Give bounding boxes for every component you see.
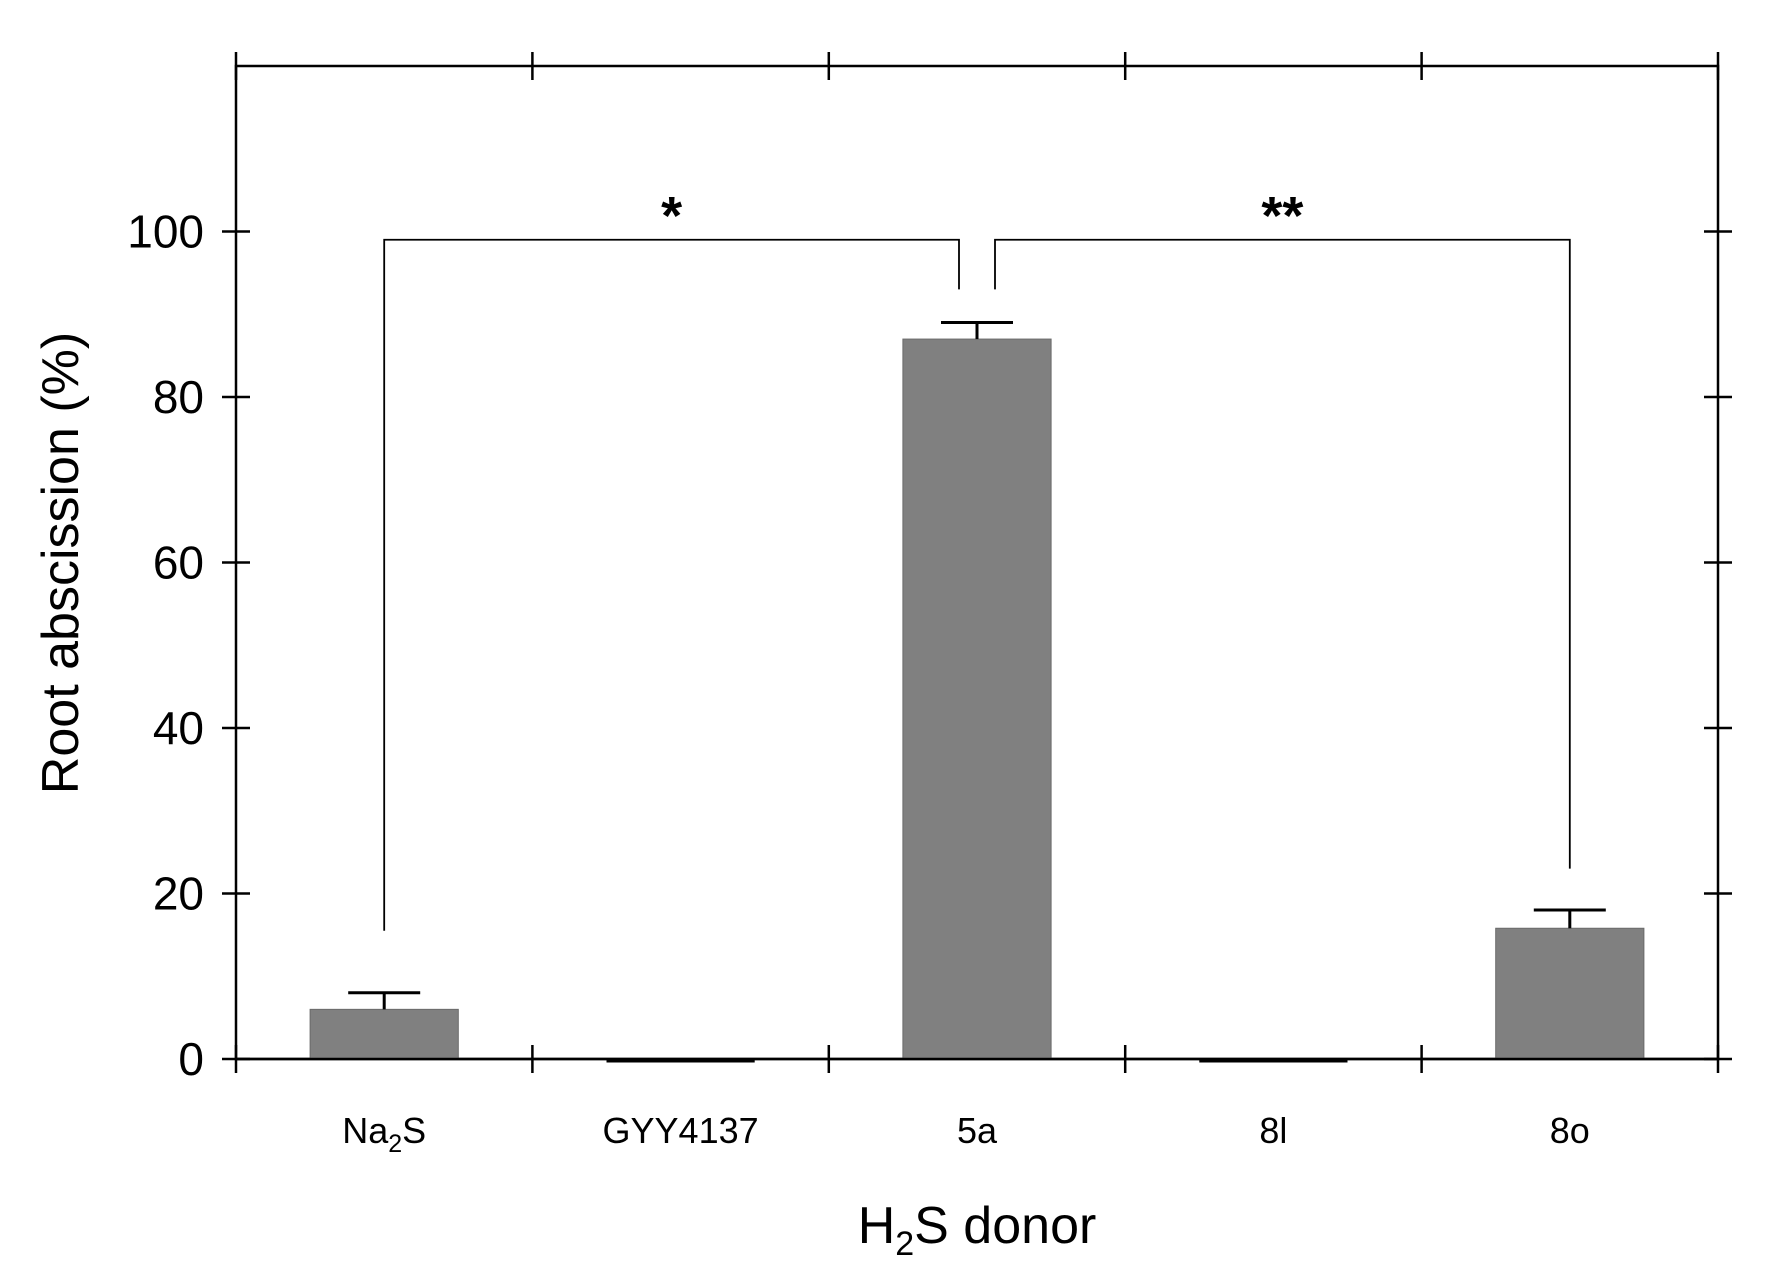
y-axis-title: Root abscission (%): [32, 332, 90, 794]
y-tick-label: 40: [153, 702, 204, 754]
significance-label: **: [1261, 186, 1303, 246]
y-tick-label: 80: [153, 371, 204, 423]
x-tick-label: 8o: [1550, 1110, 1590, 1151]
y-axis-ticks: 0 20 40 60 80 100: [127, 206, 1732, 1085]
y-tick-label: 60: [153, 537, 204, 589]
bar: [1495, 927, 1645, 1060]
significance-brackets: * **: [383, 186, 1571, 931]
bar: [902, 338, 1052, 1060]
bars: [236, 321, 1718, 1063]
y-tick-label: 100: [127, 206, 204, 258]
x-axis-title: H2S donor: [858, 1197, 1097, 1263]
y-tick-label: 20: [153, 868, 204, 920]
significance-bracket: [994, 238, 1571, 869]
x-tick-label: 5a: [957, 1110, 998, 1151]
x-tick-label: Na2S: [342, 1110, 426, 1158]
significance-bracket: [383, 238, 960, 931]
x-tick-label: GYY4137: [603, 1110, 759, 1151]
x-tick-label: 8l: [1259, 1110, 1287, 1151]
bar: [309, 1008, 459, 1060]
y-tick-label: 0: [178, 1033, 204, 1085]
significance-label: *: [661, 186, 682, 246]
